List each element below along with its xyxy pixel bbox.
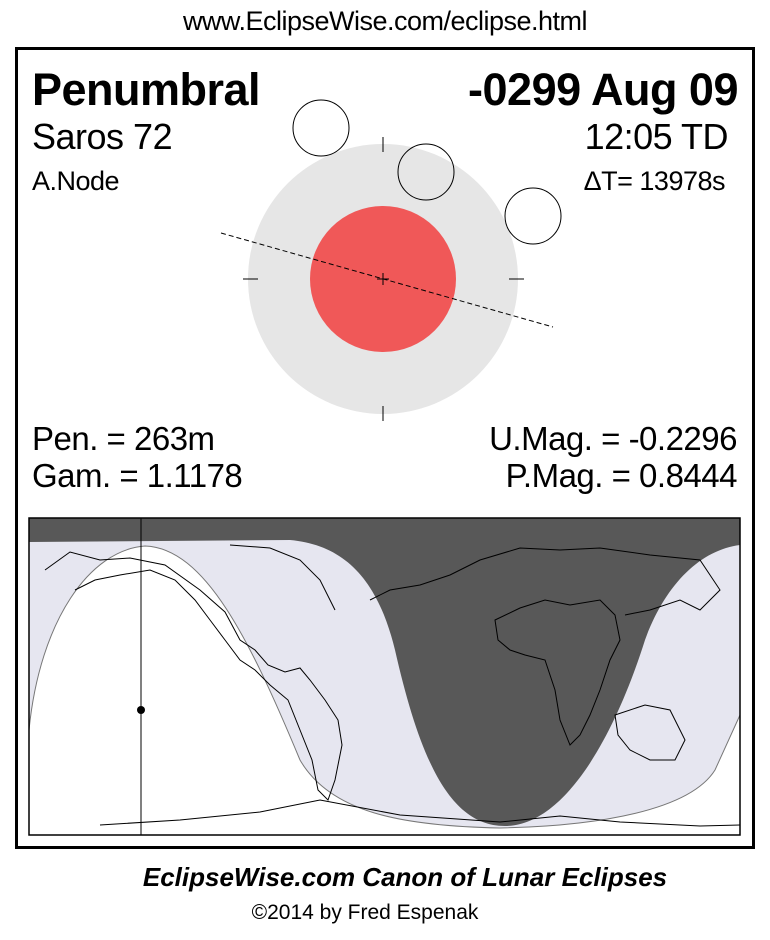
eclipse-invisible-region xyxy=(29,518,740,826)
world-map xyxy=(28,517,741,836)
footer-copyright: ©2014 by Fred Espenak xyxy=(251,901,479,924)
saros-number: Saros 72 xyxy=(32,116,173,157)
moon-first-contact xyxy=(292,99,350,157)
eclipse-type: Penumbral xyxy=(32,64,261,115)
gamma: Gam. = 1.1178 xyxy=(32,457,243,494)
delta-t: ΔT= 13978s xyxy=(583,166,726,196)
penumbral-magnitude: P.Mag. = 0.8444 xyxy=(505,457,738,494)
coastlines xyxy=(44,544,741,827)
sub-lunar-point xyxy=(137,706,145,714)
penumbral-duration: Pen. = 263m xyxy=(32,420,215,457)
node-label: A.Node xyxy=(32,166,120,196)
moon-greatest-eclipse xyxy=(397,143,455,201)
footer-title: EclipseWise.com Canon of Lunar Eclipses xyxy=(142,862,668,892)
map-border xyxy=(28,517,741,836)
source-url: www.EclipseWise.com/eclipse.html xyxy=(182,6,588,36)
no-eclipse-region xyxy=(29,546,740,835)
diagram-frame xyxy=(15,47,755,849)
umbral-magnitude: U.Mag. = -0.2296 xyxy=(489,420,737,457)
eclipse-time: 12:05 TD xyxy=(584,116,729,157)
eclipse-date: -0299 Aug 09 xyxy=(468,64,738,115)
moon-path-line xyxy=(220,232,554,328)
moon-last-contact xyxy=(504,187,562,245)
left-lobe-edge xyxy=(28,545,741,829)
